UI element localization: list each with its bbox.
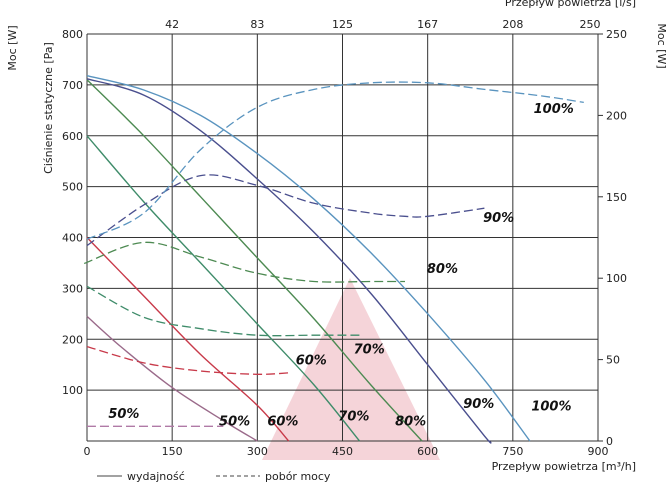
y-tick-label: 300 (62, 282, 83, 295)
watermark (262, 278, 440, 460)
x2-tick-label: 167 (417, 18, 438, 31)
pressure-curve-70 (86, 135, 361, 442)
x-tick-label: 750 (502, 445, 523, 458)
y-tick-label: 400 (62, 232, 83, 245)
y-tick-label: 200 (62, 333, 83, 346)
power-curve-80 (83, 241, 405, 283)
x-tick-label: 0 (84, 445, 91, 458)
percent-label: 50% (108, 407, 139, 422)
y3-axis-title: Moc [W] (655, 23, 668, 68)
percent-label: 90% (463, 397, 494, 412)
y2-tick-label: 150 (606, 191, 627, 204)
percent-label: 60% (267, 415, 298, 430)
y-tick-label: 100 (62, 384, 83, 397)
y-tick-label: 700 (62, 79, 83, 92)
y2-axis-title: Moc [W] (6, 25, 19, 70)
x2-tick-label: 208 (502, 18, 523, 31)
percent-label: 80% (395, 415, 426, 430)
x-tick-label: 300 (247, 445, 268, 458)
percent-label: 100% (534, 102, 574, 117)
x-tick-label: 150 (162, 445, 183, 458)
x-tick-label: 450 (332, 445, 353, 458)
pressure-curve-100 (86, 75, 531, 442)
x-axis-title: Przepływ powietrza [m³/h] (492, 460, 636, 473)
x-tick-label: 600 (417, 445, 438, 458)
y2-tick-label: 0 (606, 435, 613, 448)
x2-tick-label: 125 (332, 18, 353, 31)
percent-label: 50% (219, 415, 250, 430)
pressure-curve-60 (86, 237, 290, 442)
power-curve-100 (86, 81, 584, 240)
y-tick-label: 800 (62, 28, 83, 41)
pressure-curve-90 (86, 78, 492, 444)
pressure-curve-50 (86, 315, 258, 442)
power-curve-60 (86, 345, 292, 375)
percent-label: 100% (531, 399, 571, 414)
chart-grid (86, 33, 599, 442)
x-tick-label: 900 (588, 445, 609, 458)
y2-tick-label: 200 (606, 109, 627, 122)
y-tick-label: 500 (62, 181, 83, 194)
axis-ticks: 0 150 300 450 600 750 900 42 83 125 167 208 250 100 20… (62, 18, 627, 458)
legend: wydajność pobór mocy (97, 470, 331, 482)
percent-label: 90% (483, 211, 514, 226)
y2-tick-label: 50 (606, 354, 620, 367)
percent-label: 60% (296, 354, 327, 369)
y2-tick-label: 250 (606, 28, 627, 41)
power-curve-90 (86, 174, 485, 247)
legend-solid-label: wydajność (127, 470, 185, 482)
x2-tick-label: 83 (250, 18, 264, 31)
y-axis-title: Ciśnienie statyczne [Pa] (42, 42, 55, 174)
percent-labels: 50% 50% 60% 70% 80% 90% 100% 60% 70% 80% 90% 100% (108, 102, 573, 430)
percent-label: 70% (338, 410, 369, 425)
power-curve-70 (86, 285, 360, 337)
x2-tick-label: 42 (165, 18, 179, 31)
x2-axis-title: Przepływ powietrza [l/s] (505, 0, 636, 9)
pressure-curve-80 (86, 79, 423, 442)
x2-tick-label: 250 (580, 18, 601, 31)
percent-label: 80% (427, 262, 458, 277)
legend-dashed-label: pobór mocy (265, 470, 331, 482)
percent-label: 70% (354, 342, 385, 357)
y2-tick-label: 100 (606, 272, 627, 285)
y-tick-label: 600 (62, 130, 83, 143)
chart-curves (83, 75, 584, 444)
